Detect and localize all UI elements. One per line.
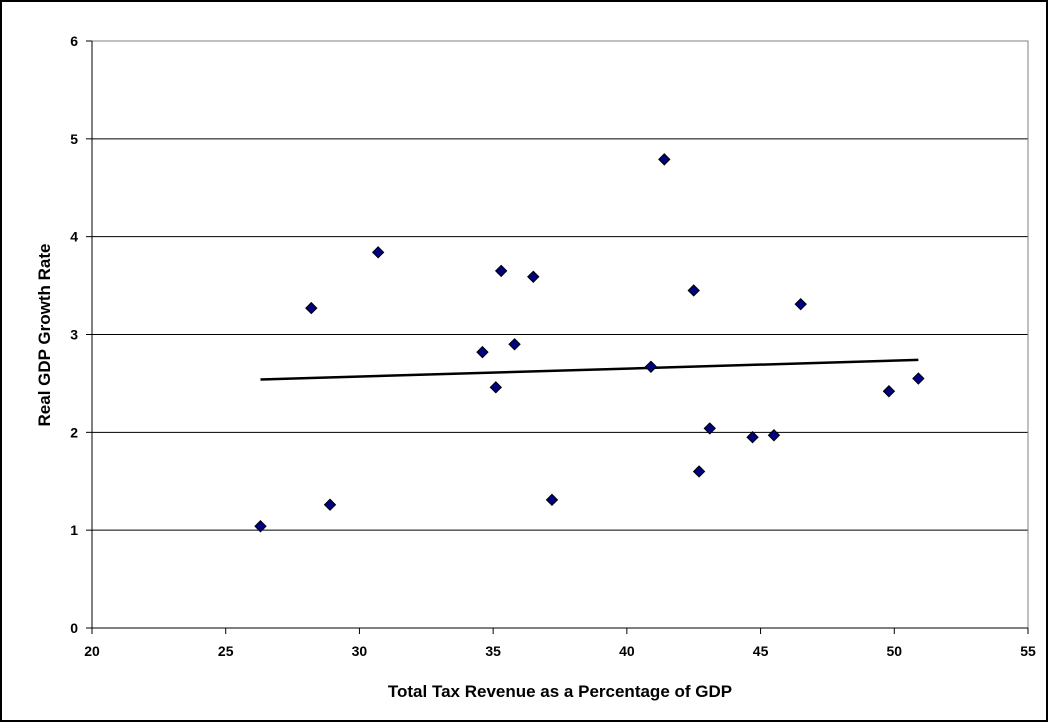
y-tick-label: 0 xyxy=(70,620,78,636)
data-points xyxy=(254,153,925,533)
x-tick-label: 25 xyxy=(218,643,234,659)
trendline xyxy=(260,358,919,381)
y-axis-label: Real GDP Growth Rate xyxy=(35,244,54,427)
x-tick-label: 35 xyxy=(485,643,501,659)
x-tick-label: 20 xyxy=(84,643,100,659)
data-point xyxy=(476,345,489,359)
y-tick-label: 5 xyxy=(70,131,78,147)
data-point xyxy=(323,498,337,511)
x-tick-label: 55 xyxy=(1020,643,1036,659)
data-point xyxy=(254,520,267,533)
data-point xyxy=(687,284,700,297)
y-tick-label: 6 xyxy=(70,33,78,49)
data-point xyxy=(912,372,925,385)
data-point xyxy=(692,465,706,478)
data-point xyxy=(767,429,781,442)
x-tick-label: 45 xyxy=(753,643,769,659)
data-point xyxy=(794,297,807,311)
gridlines xyxy=(92,138,1028,531)
x-tick-label: 30 xyxy=(352,643,368,659)
data-point xyxy=(644,360,658,373)
data-point xyxy=(746,431,759,444)
trendline-layer xyxy=(260,358,919,381)
data-point xyxy=(703,422,716,435)
y-tick-label: 1 xyxy=(70,522,78,538)
data-point xyxy=(545,493,559,507)
data-point xyxy=(371,246,385,259)
data-point xyxy=(489,381,503,394)
x-tick-label: 50 xyxy=(886,643,902,659)
x-axis-label: Total Tax Revenue as a Percentage of GDP xyxy=(388,682,732,701)
data-point xyxy=(508,338,521,351)
data-point xyxy=(305,301,318,315)
y-tick-label: 4 xyxy=(70,229,78,245)
data-point xyxy=(527,270,540,283)
y-tick-label: 2 xyxy=(70,424,78,440)
data-point xyxy=(494,264,508,278)
data-point xyxy=(658,153,671,166)
x-tick-label: 40 xyxy=(619,643,635,659)
data-point xyxy=(882,385,896,398)
y-tick-label: 3 xyxy=(70,327,78,343)
